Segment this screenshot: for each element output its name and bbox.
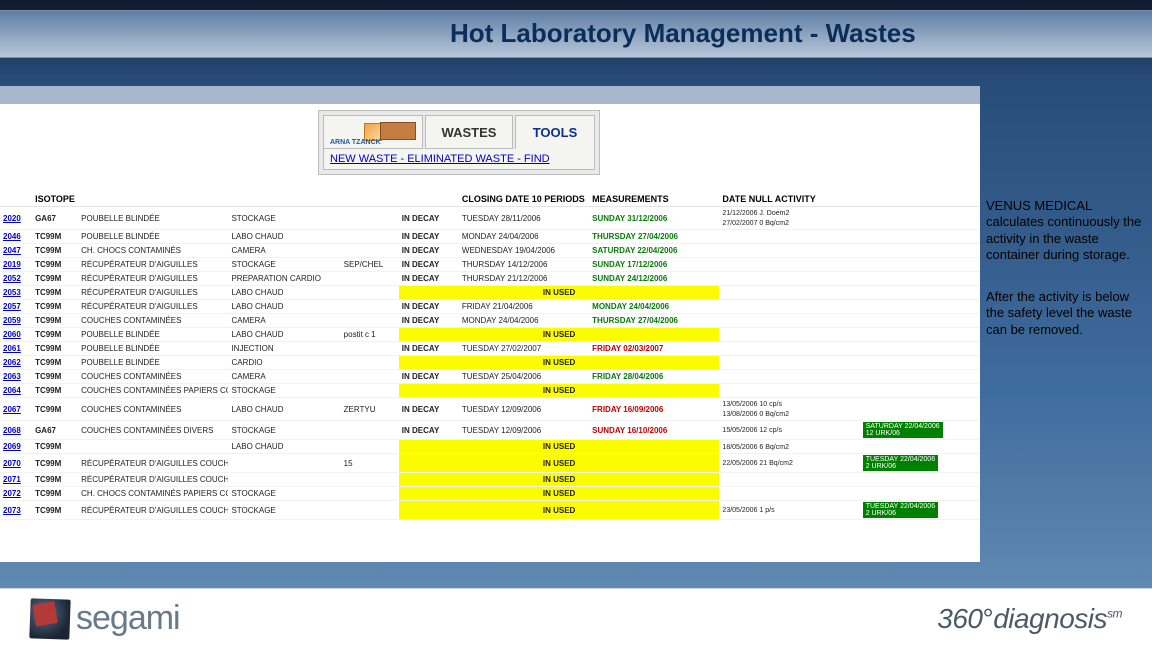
logo-text: ARNA TZANCK — [330, 139, 381, 146]
in-used-cell: IN USED — [399, 501, 720, 520]
page-title: Hot Laboratory Management - Wastes — [450, 18, 916, 49]
in-used-cell: IN USED — [399, 384, 720, 398]
diagnosis-brand: 360°diagnosissm — [937, 603, 1122, 635]
wastes-table-area: ISOTOPE CLOSING DATE 10 PERIODS MEASUREM… — [0, 192, 980, 562]
col-container — [78, 192, 228, 207]
in-used-cell: IN USED — [399, 454, 720, 473]
col-state — [399, 192, 459, 207]
sm-mark: sm — [1107, 606, 1122, 620]
status-badge: TUESDAY 22/04/20062 URK/06 — [863, 502, 938, 518]
side-p1: VENUS MEDICAL calculates continuously th… — [986, 198, 1144, 263]
in-used-cell: IN USED — [399, 356, 720, 370]
wastes-button[interactable]: WASTES — [425, 115, 513, 149]
row-id-link[interactable]: 2069 — [3, 442, 21, 451]
status-badge: TUESDAY 22/04/20062 URK/06 — [863, 455, 938, 471]
table-row[interactable]: 2062TC99MPOUBELLE BLINDÉECARDIOIN USED — [0, 356, 980, 370]
table-row[interactable]: 2064TC99MCOUCHES CONTAMINÉES PAPIERS CON… — [0, 384, 980, 398]
row-id-link[interactable]: 2047 — [3, 246, 21, 255]
table-row[interactable]: 2072TC99MCH. CHOCS CONTAMINÉS PAPIERS CO… — [0, 487, 980, 501]
table-row[interactable]: 2047TC99MCH. CHOCS CONTAMINÉSCAMERAIN DE… — [0, 244, 980, 258]
side-p2: After the activity is below the safety l… — [986, 289, 1144, 338]
in-used-cell: IN USED — [399, 473, 720, 487]
col-id — [0, 192, 32, 207]
row-id-link[interactable]: 2070 — [3, 459, 21, 468]
in-used-cell: IN USED — [399, 286, 720, 300]
table-row[interactable]: 2068GA67COUCHES CONTAMINÉES DIVERSSTOCKA… — [0, 421, 980, 440]
segami-logo-icon — [29, 598, 70, 639]
in-used-cell: IN USED — [399, 487, 720, 501]
table-row[interactable]: 2070TC99MRÉCUPÉRATEUR D'AIGUILLES COUCHE… — [0, 454, 980, 473]
toolbar-links[interactable]: NEW WASTE - ELIMINATED WASTE - FIND — [323, 149, 595, 170]
app-toolbar: ARNA TZANCK WASTES TOOLS NEW WASTE - ELI… — [318, 110, 600, 175]
table-header-row: ISOTOPE CLOSING DATE 10 PERIODS MEASUREM… — [0, 192, 980, 207]
col-location — [228, 192, 340, 207]
row-id-link[interactable]: 2059 — [3, 316, 21, 325]
status-badge: SATURDAY 22/04/200612 URK/06 — [863, 422, 943, 438]
table-row[interactable]: 2053TC99MRÉCUPÉRATEUR D'AIGUILLESLABO CH… — [0, 286, 980, 300]
row-id-link[interactable]: 2073 — [3, 506, 21, 515]
table-row[interactable]: 2067TC99MCOUCHES CONTAMINÉESLABO CHAUDZE… — [0, 398, 980, 421]
in-used-cell: IN USED — [399, 328, 720, 342]
table-row[interactable]: 2071TC99MRÉCUPÉRATEUR D'AIGUILLES COUCHE… — [0, 473, 980, 487]
segami-brand: segami — [30, 599, 180, 639]
col-closing: CLOSING DATE 10 PERIODS — [459, 192, 589, 207]
logo-photo-icon — [380, 122, 416, 140]
table-row[interactable]: 2073TC99MRÉCUPÉRATEUR D'AIGUILLES COUCHE… — [0, 501, 980, 520]
table-row[interactable]: 2061TC99MPOUBELLE BLINDÉEINJECTIONIN DEC… — [0, 342, 980, 356]
app-logo: ARNA TZANCK — [323, 115, 423, 149]
row-id-link[interactable]: 2062 — [3, 358, 21, 367]
row-id-link[interactable]: 2061 — [3, 344, 21, 353]
row-id-link[interactable]: 2072 — [3, 489, 21, 498]
table-row[interactable]: 2052TC99MRÉCUPÉRATEUR D'AIGUILLESPREPARA… — [0, 272, 980, 286]
row-id-link[interactable]: 2020 — [3, 214, 21, 223]
tools-button[interactable]: TOOLS — [515, 115, 595, 149]
row-id-link[interactable]: 2053 — [3, 288, 21, 297]
wastes-table: ISOTOPE CLOSING DATE 10 PERIODS MEASUREM… — [0, 192, 980, 520]
table-row[interactable]: 2057TC99MRÉCUPÉRATEUR D'AIGUILLESLABO CH… — [0, 300, 980, 314]
row-id-link[interactable]: 2057 — [3, 302, 21, 311]
table-row[interactable]: 2069TC99MLABO CHAUDIN USED18/05/2006 6 B… — [0, 440, 980, 454]
col-null: DATE NULL ACTIVITY — [719, 192, 859, 207]
footer: segami 360°diagnosissm — [0, 588, 1152, 648]
col-measure: MEASUREMENTS — [589, 192, 719, 207]
col-note — [341, 192, 399, 207]
row-id-link[interactable]: 2071 — [3, 475, 21, 484]
row-id-link[interactable]: 2046 — [3, 232, 21, 241]
row-id-link[interactable]: 2052 — [3, 274, 21, 283]
row-id-link[interactable]: 2064 — [3, 386, 21, 395]
table-row[interactable]: 2059TC99MCOUCHES CONTAMINÉESCAMERAIN DEC… — [0, 314, 980, 328]
table-row[interactable]: 2060TC99MPOUBELLE BLINDÉELABO CHAUDposti… — [0, 328, 980, 342]
row-id-link[interactable]: 2063 — [3, 372, 21, 381]
diagnosis-text: 360°diagnosis — [937, 603, 1107, 634]
app-screenshot: ARNA TZANCK WASTES TOOLS NEW WASTE - ELI… — [0, 104, 980, 562]
col-isotope: ISOTOPE — [32, 192, 78, 207]
table-row[interactable]: 2046TC99MPOUBELLE BLINDÉELABO CHAUDIN DE… — [0, 230, 980, 244]
explanatory-text: VENUS MEDICAL calculates continuously th… — [986, 198, 1144, 364]
in-used-cell: IN USED — [399, 440, 720, 454]
segami-text: segami — [76, 599, 180, 638]
row-id-link[interactable]: 2068 — [3, 426, 21, 435]
table-row[interactable]: 2020GA67POUBELLE BLINDÉESTOCKAGEIN DECAY… — [0, 207, 980, 230]
row-id-link[interactable]: 2019 — [3, 260, 21, 269]
table-row[interactable]: 2063TC99MCOUCHES CONTAMINÉESCAMERAIN DEC… — [0, 370, 980, 384]
row-id-link[interactable]: 2060 — [3, 330, 21, 339]
table-row[interactable]: 2019TC99MRÉCUPÉRATEUR D'AIGUILLESSTOCKAG… — [0, 258, 980, 272]
row-id-link[interactable]: 2067 — [3, 405, 21, 414]
